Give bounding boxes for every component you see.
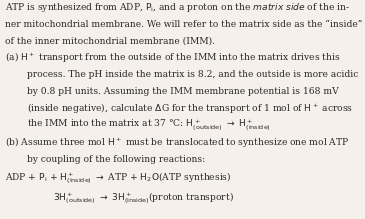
Text: ATP is synthesized from ADP, $\mathrm{P_i}$, and a proton on the $\mathit{matrix: ATP is synthesized from ADP, $\mathrm{P_…: [5, 1, 350, 14]
Text: (a) $\mathrm{H^+}$ transport from the outside of the IMM into the matrix drives : (a) $\mathrm{H^+}$ transport from the ou…: [5, 50, 341, 64]
Text: (b) Assume three mol $\mathrm{H^+}$ must be translocated to synthesize one mol A: (b) Assume three mol $\mathrm{H^+}$ must…: [5, 135, 350, 149]
Text: by 0.8 pH units. Assuming the IMM membrane potential is 168 mV: by 0.8 pH units. Assuming the IMM membra…: [27, 87, 339, 96]
Text: ADP + $\mathrm{P_i}$ + $\mathrm{H^+_{(inside)}}$ $\rightarrow$ ATP + $\mathrm{H_: ADP + $\mathrm{P_i}$ + $\mathrm{H^+_{(in…: [5, 170, 232, 186]
Text: by coupling of the following reactions:: by coupling of the following reactions:: [27, 155, 205, 164]
Text: $\mathrm{3H^+_{(outside)}}$ $\rightarrow$ $\mathrm{3H^+_{(inside)}}$(proton tran: $\mathrm{3H^+_{(outside)}}$ $\rightarrow…: [53, 190, 234, 206]
Text: ner mitochondrial membrane. We will refer to the matrix side as the “inside”: ner mitochondrial membrane. We will refe…: [5, 20, 363, 29]
Text: process. The pH inside the matrix is 8.2, and the outside is more acidic: process. The pH inside the matrix is 8.2…: [27, 70, 359, 79]
Text: of the inner mitochondrial membrane (IMM).: of the inner mitochondrial membrane (IMM…: [5, 37, 215, 46]
Text: (inside negative), calculate $\Delta$G for the transport of 1 mol of $\mathrm{H^: (inside negative), calculate $\Delta$G f…: [27, 101, 354, 115]
Text: the IMM into the matrix at 37 °C: $\mathrm{H^+_{(outside)}}$ $\rightarrow$ $\mat: the IMM into the matrix at 37 °C: $\math…: [27, 118, 271, 133]
